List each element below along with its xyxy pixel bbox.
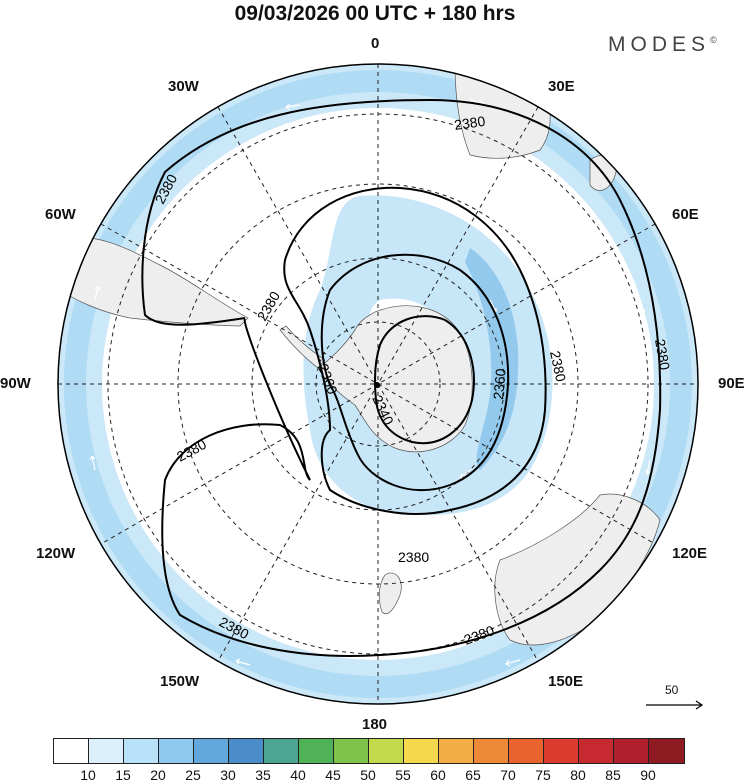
contour-label: 2380 — [652, 338, 673, 372]
colorbar-label: 40 — [290, 767, 306, 783]
contour-label: 2360 — [490, 368, 509, 401]
lon-label-120e: 120E — [672, 545, 708, 562]
contour-2380-outer — [141, 98, 662, 657]
colorbar-swatch — [614, 739, 649, 763]
colorbar-swatch — [334, 739, 369, 763]
colorbar-label: 35 — [255, 767, 271, 783]
colorbar-label: 65 — [465, 767, 481, 783]
wind-reference-arrow — [646, 700, 704, 710]
colorbar-swatch — [229, 739, 264, 763]
contour-label: 2380 — [547, 349, 569, 383]
colorbar-swatch — [579, 739, 614, 763]
lon-label-90w: 90W — [0, 375, 31, 392]
colorbar-label: 20 — [150, 767, 166, 783]
colorbar-label: 75 — [535, 767, 551, 783]
colorbar-label: 80 — [570, 767, 586, 783]
wind-arrows — [89, 99, 651, 667]
colorbar-labels: 10 15 20 25 30 35 40 45 50 55 60 65 70 75 80 85 90 — [0, 767, 750, 783]
brand-mark: © — [710, 35, 717, 45]
contour-label: 2380 — [453, 113, 486, 133]
colorbar-swatch — [264, 739, 299, 763]
colorbar-label: 30 — [220, 767, 236, 783]
colorbar-label: 90 — [640, 767, 656, 783]
height-contours — [141, 98, 662, 657]
colorbar-swatch — [404, 739, 439, 763]
colorbar-swatch — [369, 739, 404, 763]
pole-marker — [374, 382, 380, 388]
colorbar-label: 50 — [360, 767, 376, 783]
south-america-landmass — [59, 236, 249, 327]
antarctic-peninsula — [279, 325, 326, 369]
page-title: 09/03/2026 00 UTC + 180 hrs — [234, 2, 516, 25]
brand-text: MODES — [608, 33, 711, 56]
lon-label-90e: 90E — [718, 375, 745, 392]
lon-label-120w: 120W — [36, 545, 76, 562]
lon-label-180: 180 — [362, 716, 388, 733]
colorbar-swatch — [299, 739, 334, 763]
colorbar-swatch — [439, 739, 474, 763]
colorbar-swatch — [124, 739, 159, 763]
colorbar-label: 15 — [115, 767, 131, 783]
colorbar-label: 70 — [500, 767, 516, 783]
contour-2340 — [374, 315, 475, 445]
colorbar-swatch — [54, 739, 89, 763]
lon-label-60w: 60W — [45, 206, 76, 223]
colorbar-swatch — [474, 739, 509, 763]
contour-2380-inner — [283, 186, 547, 515]
colorbar-swatch — [159, 739, 194, 763]
contour-2360 — [320, 253, 510, 492]
colorbar-label: 45 — [325, 767, 341, 783]
polar-map: 2380 2380 2380 2380 2380 2380 2380 2380 … — [57, 63, 704, 710]
colorbar-swatch — [89, 739, 124, 763]
colorbar-label: 25 — [185, 767, 201, 783]
contour-label: 2380 — [398, 549, 429, 565]
lon-label-30e: 30E — [548, 78, 575, 95]
colorbar-label: 55 — [395, 767, 411, 783]
wind-reference-value: 50 — [665, 683, 679, 697]
colorbar-label: 10 — [80, 767, 96, 783]
brand-logo: MODES© — [608, 33, 717, 57]
lon-label-150e: 150E — [548, 673, 584, 690]
colorbar-swatch — [194, 739, 229, 763]
colorbar-label: 60 — [430, 767, 446, 783]
colorbar-swatch — [544, 739, 579, 763]
colorbar-swatch — [649, 739, 684, 763]
colorbar-swatch — [509, 739, 544, 763]
lon-label-30w: 30W — [168, 78, 199, 95]
lon-label-60e: 60E — [672, 206, 699, 223]
lon-label-0: 0 — [371, 35, 380, 52]
colorbar-label: 85 — [605, 767, 621, 783]
map-border — [57, 63, 699, 705]
colorbar — [53, 738, 685, 764]
lon-label-150w: 150W — [160, 673, 200, 690]
